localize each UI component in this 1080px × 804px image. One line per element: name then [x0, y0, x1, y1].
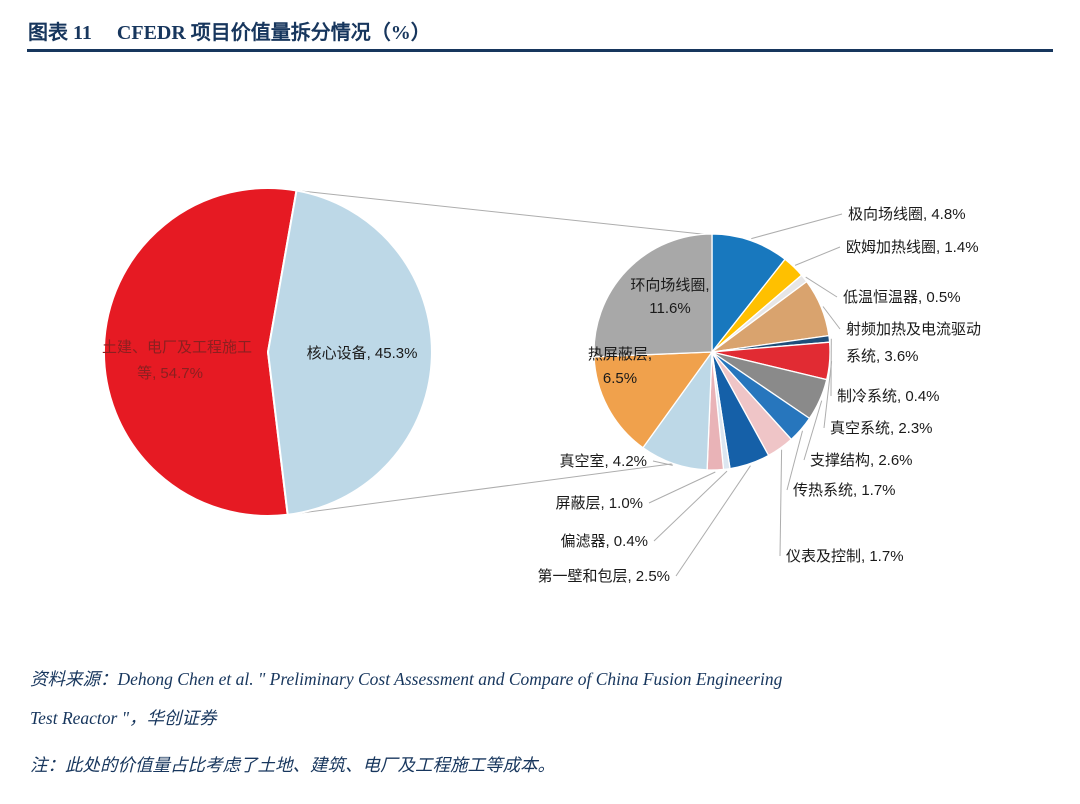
figure-label: 图表 11 — [28, 22, 92, 44]
secondary-pie-slice — [593, 351, 714, 449]
slice-label: 热屏蔽层, — [588, 346, 652, 363]
connector-line-bottom — [287, 463, 674, 516]
leader-line — [675, 465, 751, 577]
leader-line — [779, 449, 783, 557]
slice-label: 土建、电厂及工程施工 — [102, 339, 252, 356]
slice-label: 屏蔽层, 1.0% — [555, 495, 643, 512]
leader-line — [652, 460, 673, 466]
slice-label: 11.6% — [649, 300, 690, 317]
slice-label: 制冷系统, 0.4% — [837, 388, 940, 405]
slice-label: 等, 54.7% — [137, 364, 203, 382]
slice-label: 真空室, 4.2% — [559, 452, 647, 470]
leader-line — [822, 306, 841, 330]
secondary-pie-slice — [711, 341, 831, 381]
secondary-pie-slice — [711, 351, 770, 470]
secondary-pie-slice — [711, 334, 831, 353]
main-pie-slice — [102, 187, 298, 517]
leader-line — [803, 400, 823, 461]
slice-label: 系统, 3.6% — [846, 348, 919, 365]
slice-label: 偏滤器, 0.4% — [560, 533, 648, 550]
slice-label: 核心设备, 45.3% — [307, 345, 418, 362]
slice-label: 环向场线圈, — [630, 277, 709, 294]
secondary-pie-slice — [711, 280, 830, 353]
secondary-pie-slice — [711, 351, 793, 457]
slice-label: 6.5% — [603, 370, 637, 387]
secondary-pie-slice — [706, 351, 725, 471]
secondary-pie-slice — [711, 351, 731, 471]
secondary-pie-slice — [711, 351, 828, 420]
slice-label: 低温恒温器, 0.5% — [843, 289, 961, 306]
secondary-pie-slice — [711, 274, 808, 353]
note-text: 注：此处的价值量占比考虑了土地、建筑、电厂及工程施工等成本。 — [30, 755, 555, 775]
secondary-pie-slice — [593, 233, 713, 358]
leader-line — [794, 246, 841, 266]
source-text-line-2: Test Reactor "，华创证券 — [30, 708, 217, 728]
figure-footer: 资料来源：Dehong Chen et al. " Preliminary Co… — [30, 666, 1048, 777]
leader-line — [805, 276, 838, 298]
slice-label: 传热系统, 1.7% — [793, 482, 896, 499]
connector-line-top — [296, 190, 704, 235]
leader-line — [648, 471, 716, 504]
slice-label: 射频加热及电流驱动 — [846, 321, 981, 338]
secondary-pie-slice — [711, 351, 811, 441]
leader-line — [823, 361, 833, 429]
slice-label: 仪表及控制, 1.7% — [786, 548, 904, 565]
figure-header: 图表 11 CFEDR 项目价值量拆分情况（%） — [28, 16, 431, 45]
leader-line — [786, 430, 803, 491]
leader-line — [653, 470, 728, 542]
main-pie-slice — [266, 189, 433, 516]
secondary-pie-slice — [711, 233, 786, 354]
secondary-pie-slice — [641, 349, 713, 471]
slice-label: 极向场线圈, 4.8% — [848, 206, 966, 223]
source-text-line-1: 资料来源：Dehong Chen et al. " Preliminary Co… — [30, 669, 783, 689]
secondary-pie-slice — [711, 258, 803, 353]
leader-line — [751, 213, 843, 240]
slice-label: 第一壁和包层, 2.5% — [537, 567, 670, 585]
header-rule — [27, 49, 1053, 52]
slice-label: 支撑结构, 2.6% — [810, 452, 913, 469]
slice-label: 欧姆加热线圈, 1.4% — [846, 239, 979, 256]
slice-label: 真空系统, 2.3% — [830, 419, 933, 437]
figure-title: CFEDR 项目价值量拆分情况（%） — [116, 22, 431, 44]
